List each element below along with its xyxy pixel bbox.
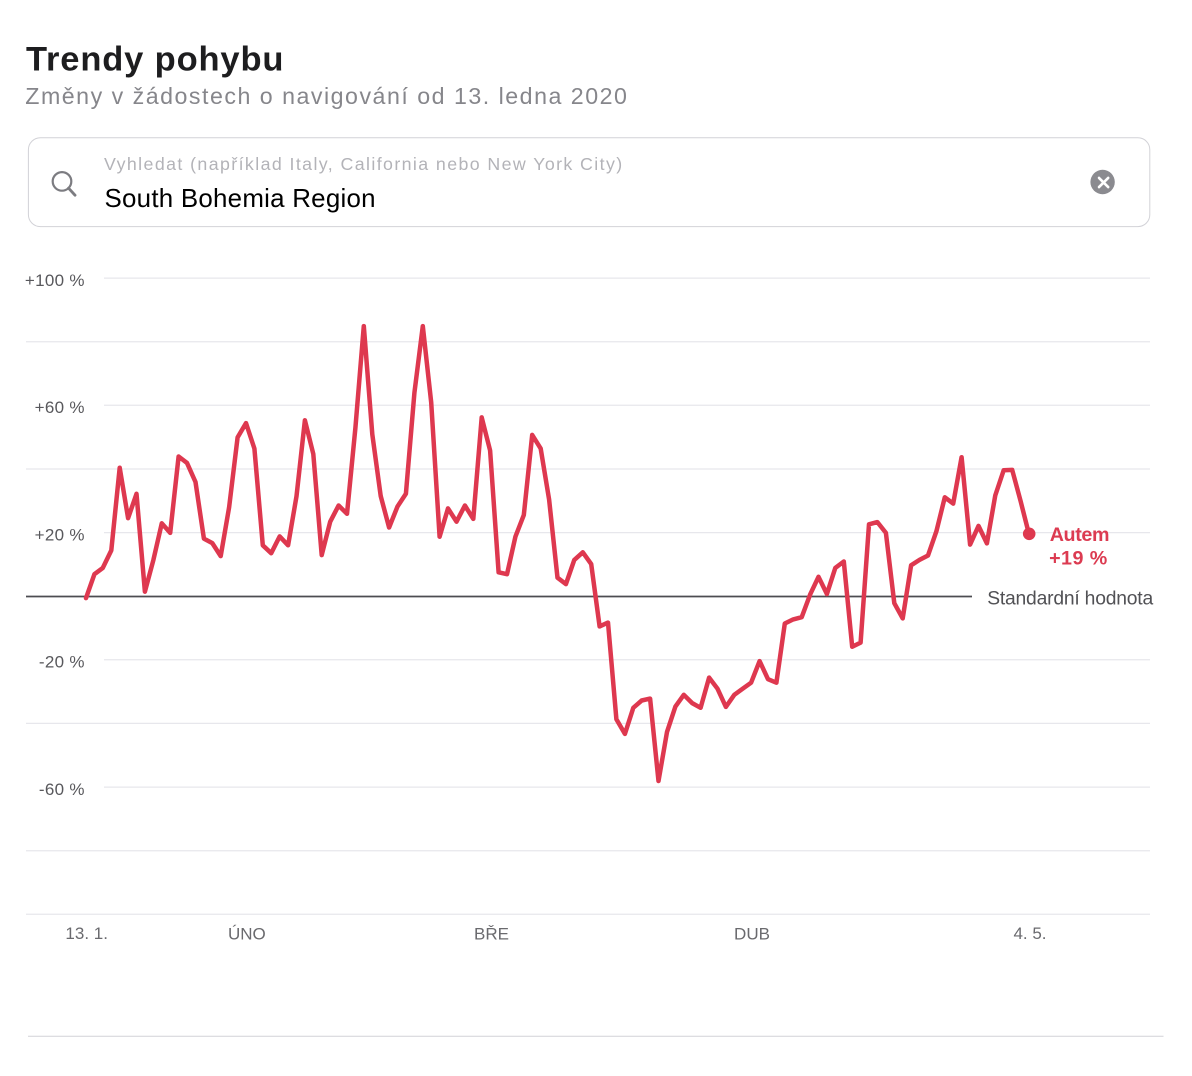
svg-text:Trendy pohybu: Trendy pohybu — [26, 40, 284, 78]
svg-text:Standardní hodnota: Standardní hodnota — [987, 589, 1153, 610]
svg-text:13. 1.: 13. 1. — [65, 924, 108, 943]
svg-text:+100 %: +100 % — [25, 271, 85, 290]
svg-text:Autem: Autem — [1050, 524, 1110, 546]
svg-text:-60 %: -60 % — [39, 780, 85, 799]
svg-text:4. 5.: 4. 5. — [1013, 924, 1046, 943]
svg-text:Vyhledat (například Italy, Cal: Vyhledat (například Italy, California ne… — [104, 154, 624, 174]
svg-text:-20 %: -20 % — [39, 653, 85, 672]
svg-text:+20 %: +20 % — [35, 525, 85, 544]
svg-text:South Bohemia Region: South Bohemia Region — [105, 185, 376, 213]
svg-text:ÚNO: ÚNO — [228, 925, 266, 944]
svg-text:+60 %: +60 % — [35, 398, 85, 417]
svg-text:+19 %: +19 % — [1049, 547, 1108, 569]
svg-text:DUB: DUB — [734, 925, 770, 944]
svg-text:BŘE: BŘE — [474, 925, 509, 944]
svg-text:Změny v žádostech o navigování: Změny v žádostech o navigování od 13. le… — [25, 83, 628, 109]
